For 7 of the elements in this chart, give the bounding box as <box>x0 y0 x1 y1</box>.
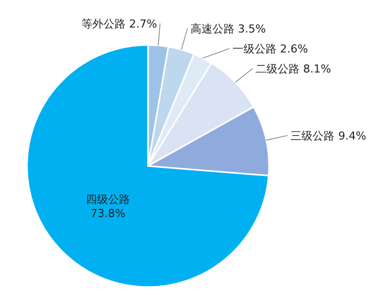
slice-label: 三级公路 9.4% <box>290 129 366 142</box>
slice-label: 二级公路 8.1% <box>256 62 332 76</box>
slice-label: 高速公路 3.5% <box>190 22 266 36</box>
slice-label: 四级公路 <box>86 192 130 206</box>
slice-label: 一级公路 2.6% <box>232 42 308 56</box>
data-label: 73.8% <box>90 206 126 220</box>
slice-label: 等外公路 2.7% <box>82 17 158 30</box>
